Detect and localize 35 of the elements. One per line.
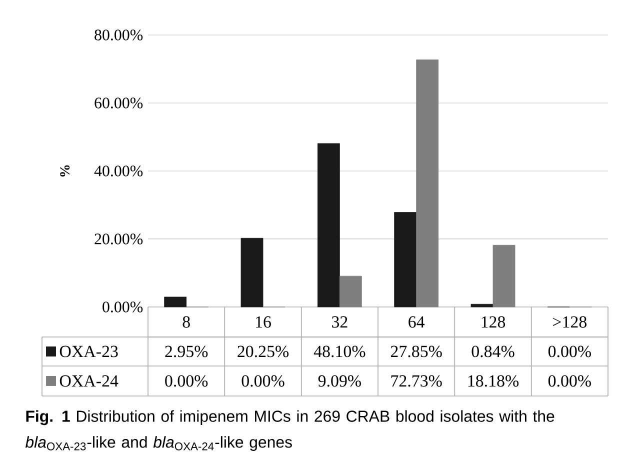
x-tick-label: 8 bbox=[182, 316, 190, 328]
y-tick-label: 80.00% bbox=[94, 30, 143, 40]
data-label: 9.09% bbox=[318, 375, 361, 387]
bar bbox=[470, 304, 494, 308]
x-tick-label: 16 bbox=[256, 316, 271, 328]
bar bbox=[240, 238, 264, 308]
x-tick-label: 64 bbox=[408, 316, 425, 328]
bar bbox=[339, 276, 362, 308]
y-axis-title: % bbox=[60, 165, 70, 177]
x-tick-label: >128 bbox=[553, 316, 587, 328]
bar bbox=[164, 296, 187, 308]
data-label: 0.00% bbox=[165, 375, 208, 387]
data-label: 48.10% bbox=[314, 346, 366, 358]
bar bbox=[416, 60, 439, 308]
legend-label: OXA-23 bbox=[60, 346, 118, 358]
bar bbox=[492, 244, 516, 308]
data-label: 18.18% bbox=[468, 375, 519, 387]
data-label: 27.85% bbox=[390, 346, 442, 358]
bar bbox=[317, 143, 340, 308]
y-tick-label: 60.00% bbox=[94, 98, 143, 108]
y-tick-label: 40.00% bbox=[94, 166, 143, 176]
y-tick-label: 0.00% bbox=[102, 302, 143, 312]
data-label: 0.00% bbox=[242, 375, 284, 387]
data-label: 20.25% bbox=[238, 346, 289, 358]
data-label: 0.00% bbox=[548, 346, 591, 358]
y-tick-label: 20.00% bbox=[94, 234, 143, 244]
x-tick-label: 128 bbox=[482, 316, 506, 328]
data-label: 72.73% bbox=[391, 375, 442, 387]
data-label: 0.00% bbox=[548, 375, 591, 387]
data-label: 2.95% bbox=[165, 346, 208, 358]
bar bbox=[394, 212, 417, 308]
text: Fig. 1 Distribution of imipenem MICs in 269 CRAB blood isolates with the bla$_{OXA-23}$-like and bla$_{OXA-24}$-like genes bbox=[25, 410, 554, 451]
data-label: 0.84% bbox=[472, 346, 514, 358]
legend-label: OXA-24 bbox=[60, 375, 118, 387]
x-tick-label: 32 bbox=[332, 316, 348, 328]
